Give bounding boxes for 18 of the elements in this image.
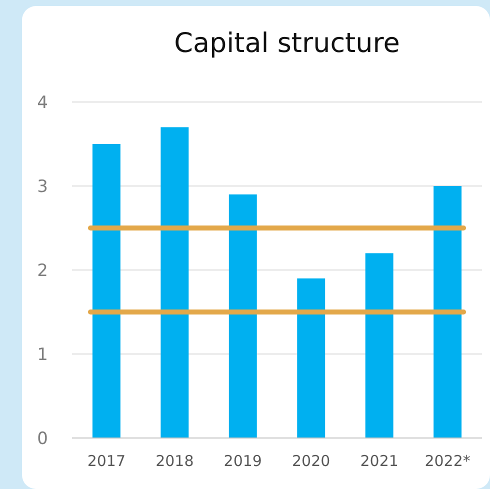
bar: [160, 127, 189, 438]
bar: [228, 194, 257, 438]
y-tick-label: 1: [37, 344, 48, 365]
bar: [365, 253, 394, 438]
chart-title: Capital structure: [174, 28, 400, 59]
x-tick-label: 2020: [292, 452, 330, 470]
x-tick-label: 2021: [360, 452, 398, 470]
y-tick-label: 0: [37, 428, 48, 449]
y-tick-label: 2: [37, 260, 48, 281]
y-tick-label: 3: [37, 176, 48, 197]
bar: [297, 278, 326, 438]
x-tick-label: 2018: [156, 452, 194, 470]
x-tick-label: 2019: [224, 452, 262, 470]
x-tick-label: 2022*: [424, 452, 471, 470]
x-tick-label: 2017: [87, 452, 126, 470]
y-tick-label: 4: [37, 92, 48, 113]
bar: [434, 186, 462, 438]
bar: [92, 144, 120, 438]
